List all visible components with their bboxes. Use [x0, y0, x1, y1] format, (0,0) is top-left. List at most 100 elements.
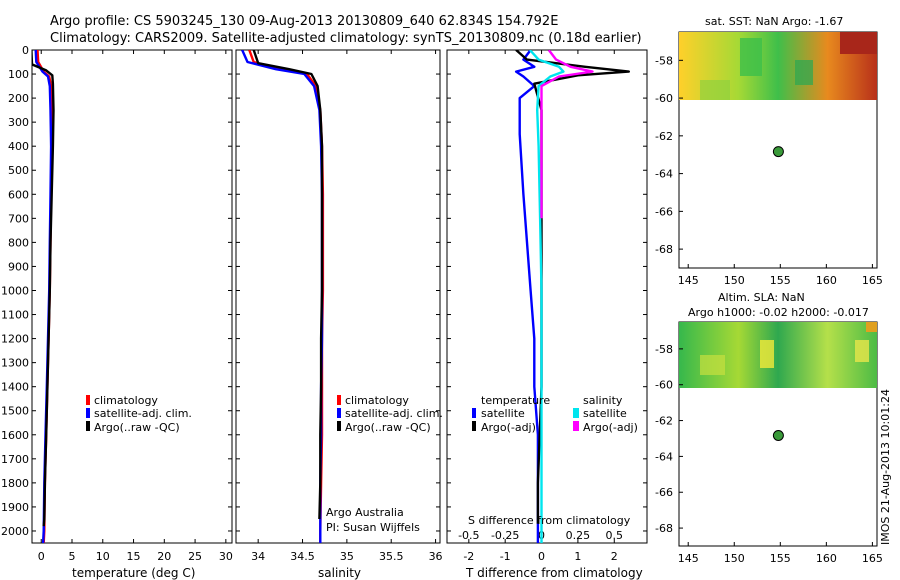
temperature-x-axis: 0 5 10 15 20 25 30 — [38, 50, 233, 563]
temperature-panel: 0100200300400500600700800900100011001200… — [1, 44, 233, 580]
depth-tick-label: 900 — [8, 260, 29, 273]
legend-label-climatology: climatology — [94, 394, 158, 407]
x-tick-label: -2 — [463, 550, 474, 563]
lat-tick-label: -60 — [655, 92, 673, 105]
legend-label-s-satellite: satellite — [583, 407, 627, 420]
temperature-xlabel: temperature (deg C) — [72, 566, 195, 580]
depth-tick-label: 0 — [22, 44, 29, 57]
figure-title-line1: Argo profile: CS 5903245_130 09-Aug-2013… — [50, 14, 558, 29]
lat-tick-label: -68 — [655, 243, 673, 256]
depth-tick-label: 1200 — [1, 333, 29, 346]
lat-tick-label: -60 — [655, 379, 673, 392]
temperature-plot-frame — [31, 49, 233, 544]
depth-tick-label: 1900 — [1, 501, 29, 514]
difference-plot-frame — [446, 49, 648, 544]
x-tick-label: 35 — [340, 550, 354, 563]
legend-swatch-satellite — [337, 408, 341, 418]
depth-tick-label: 600 — [8, 188, 29, 201]
x-tick-label: 0 — [538, 550, 545, 563]
legend-header-temperature: temperature — [481, 394, 550, 407]
depth-tick-label: 500 — [8, 164, 29, 177]
depth-tick-label: 1500 — [1, 405, 29, 418]
sla-map-axes: 145 150 155 160 165 -58 -60 -62 -64 -66 -68 — [655, 343, 883, 565]
salinity-plot-frame — [235, 49, 441, 544]
s-diff-tick-label: -0.5 — [458, 529, 479, 542]
pi-name-note: PI: Susan Wijffels — [326, 521, 420, 534]
legend-label-t-satellite: satellite — [481, 407, 525, 420]
sla-field-patch — [866, 322, 877, 332]
sla-map-subtitle: Argo h1000: -0.02 h2000: -0.017 — [688, 306, 869, 319]
series-line-argo — [32, 50, 55, 527]
legend-label-argo: Argo(..raw -QC) — [94, 421, 180, 434]
sla-field-patch — [760, 340, 774, 368]
depth-tick-label: 100 — [8, 68, 29, 81]
x-tick-label: 1 — [574, 550, 581, 563]
lat-tick-label: -58 — [655, 54, 673, 67]
legend-swatch-s-argo — [573, 421, 579, 431]
sst-field-patch — [700, 80, 730, 100]
depth-tick-label: 1600 — [1, 429, 29, 442]
lon-tick-label: 145 — [678, 274, 699, 287]
argo-float-marker — [772, 146, 784, 158]
temperature-legend: climatology satellite-adj. clim. Argo(..… — [86, 394, 192, 434]
x-tick-label: 15 — [127, 550, 141, 563]
x-tick-label: 2 — [611, 550, 618, 563]
argo-float-marker — [772, 430, 784, 442]
sst-map-axes: 145 150 155 160 165 -58 -60 -62 -64 -66 -68 — [655, 54, 883, 287]
series-line-S-argo — [540, 50, 594, 219]
x-tick-label: 34.5 — [290, 550, 315, 563]
legend-label-s-argo: Argo(-adj) — [583, 421, 638, 434]
depth-tick-label: 800 — [8, 236, 29, 249]
lon-tick-label: 145 — [678, 552, 699, 565]
legend-swatch-s-satellite — [573, 408, 579, 418]
x-tick-label: 20 — [157, 550, 171, 563]
legend-swatch-climatology — [86, 395, 90, 405]
depth-tick-label: 1000 — [1, 284, 29, 297]
depth-tick-label: 1400 — [1, 381, 29, 394]
imos-credit: IMOS 21-Aug-2013 10:01:24 — [879, 389, 892, 545]
sst-field-patch — [795, 60, 813, 85]
legend-swatch-climatology — [337, 395, 341, 405]
x-tick-label: 35.5 — [379, 550, 404, 563]
sst-field-patch — [740, 38, 762, 76]
sla-field-patch — [855, 340, 869, 362]
sla-map-panel: Altim. SLA: NaN Argo h1000: -0.02 h2000:… — [655, 291, 883, 565]
depth-tick-label: 2000 — [1, 525, 29, 538]
lon-tick-label: 150 — [724, 552, 745, 565]
lon-tick-label: 165 — [862, 552, 883, 565]
temperature-series — [32, 50, 55, 543]
sla-field — [679, 322, 877, 388]
salinity-axis-ticks: 34 34.5 35 35.5 36 — [236, 49, 443, 563]
legend-swatch-t-satellite — [472, 408, 476, 418]
sla-field-patch — [700, 355, 725, 375]
lat-tick-label: -62 — [655, 415, 673, 428]
sst-map-title: sat. SST: NaN Argo: -1.67 — [705, 15, 843, 28]
lat-tick-label: -66 — [655, 486, 673, 499]
depth-axis: 0 100 200 300 400 500 600 700 800 900 1000 1100 1200… — [1, 44, 232, 538]
s-diff-tick-label: -0.25 — [491, 529, 519, 542]
x-tick-label: 30 — [219, 550, 233, 563]
lat-tick-label: -64 — [655, 450, 673, 463]
sst-field — [679, 32, 877, 100]
depth-tick-label: 200 — [8, 92, 29, 105]
depth-tick-label: 700 — [8, 212, 29, 225]
lon-tick-label: 160 — [816, 274, 837, 287]
lon-tick-label: 155 — [770, 552, 791, 565]
legend-label-climatology: climatology — [345, 394, 409, 407]
x-tick-label: -1 — [500, 550, 511, 563]
s-difference-axis-label: S difference from climatology — [468, 514, 631, 527]
x-tick-label: 5 — [69, 550, 76, 563]
lat-tick-label: -68 — [655, 522, 673, 535]
s-diff-tick-label: 0.25 — [566, 529, 591, 542]
argo-australia-note: Argo Australia — [326, 506, 404, 519]
sla-map-title: Altim. SLA: NaN — [718, 291, 805, 304]
legend-label-t-argo: Argo(-adj) — [481, 421, 536, 434]
legend-label-satellite: satellite-adj. clim. — [94, 407, 192, 420]
lat-tick-label: -64 — [655, 168, 673, 181]
lon-tick-label: 155 — [770, 274, 791, 287]
depth-tick-label: 1800 — [1, 477, 29, 490]
sst-field-patch — [840, 32, 877, 54]
lat-tick-label: -58 — [655, 343, 673, 356]
legend-label-satellite: satellite-adj. clim. — [345, 407, 443, 420]
